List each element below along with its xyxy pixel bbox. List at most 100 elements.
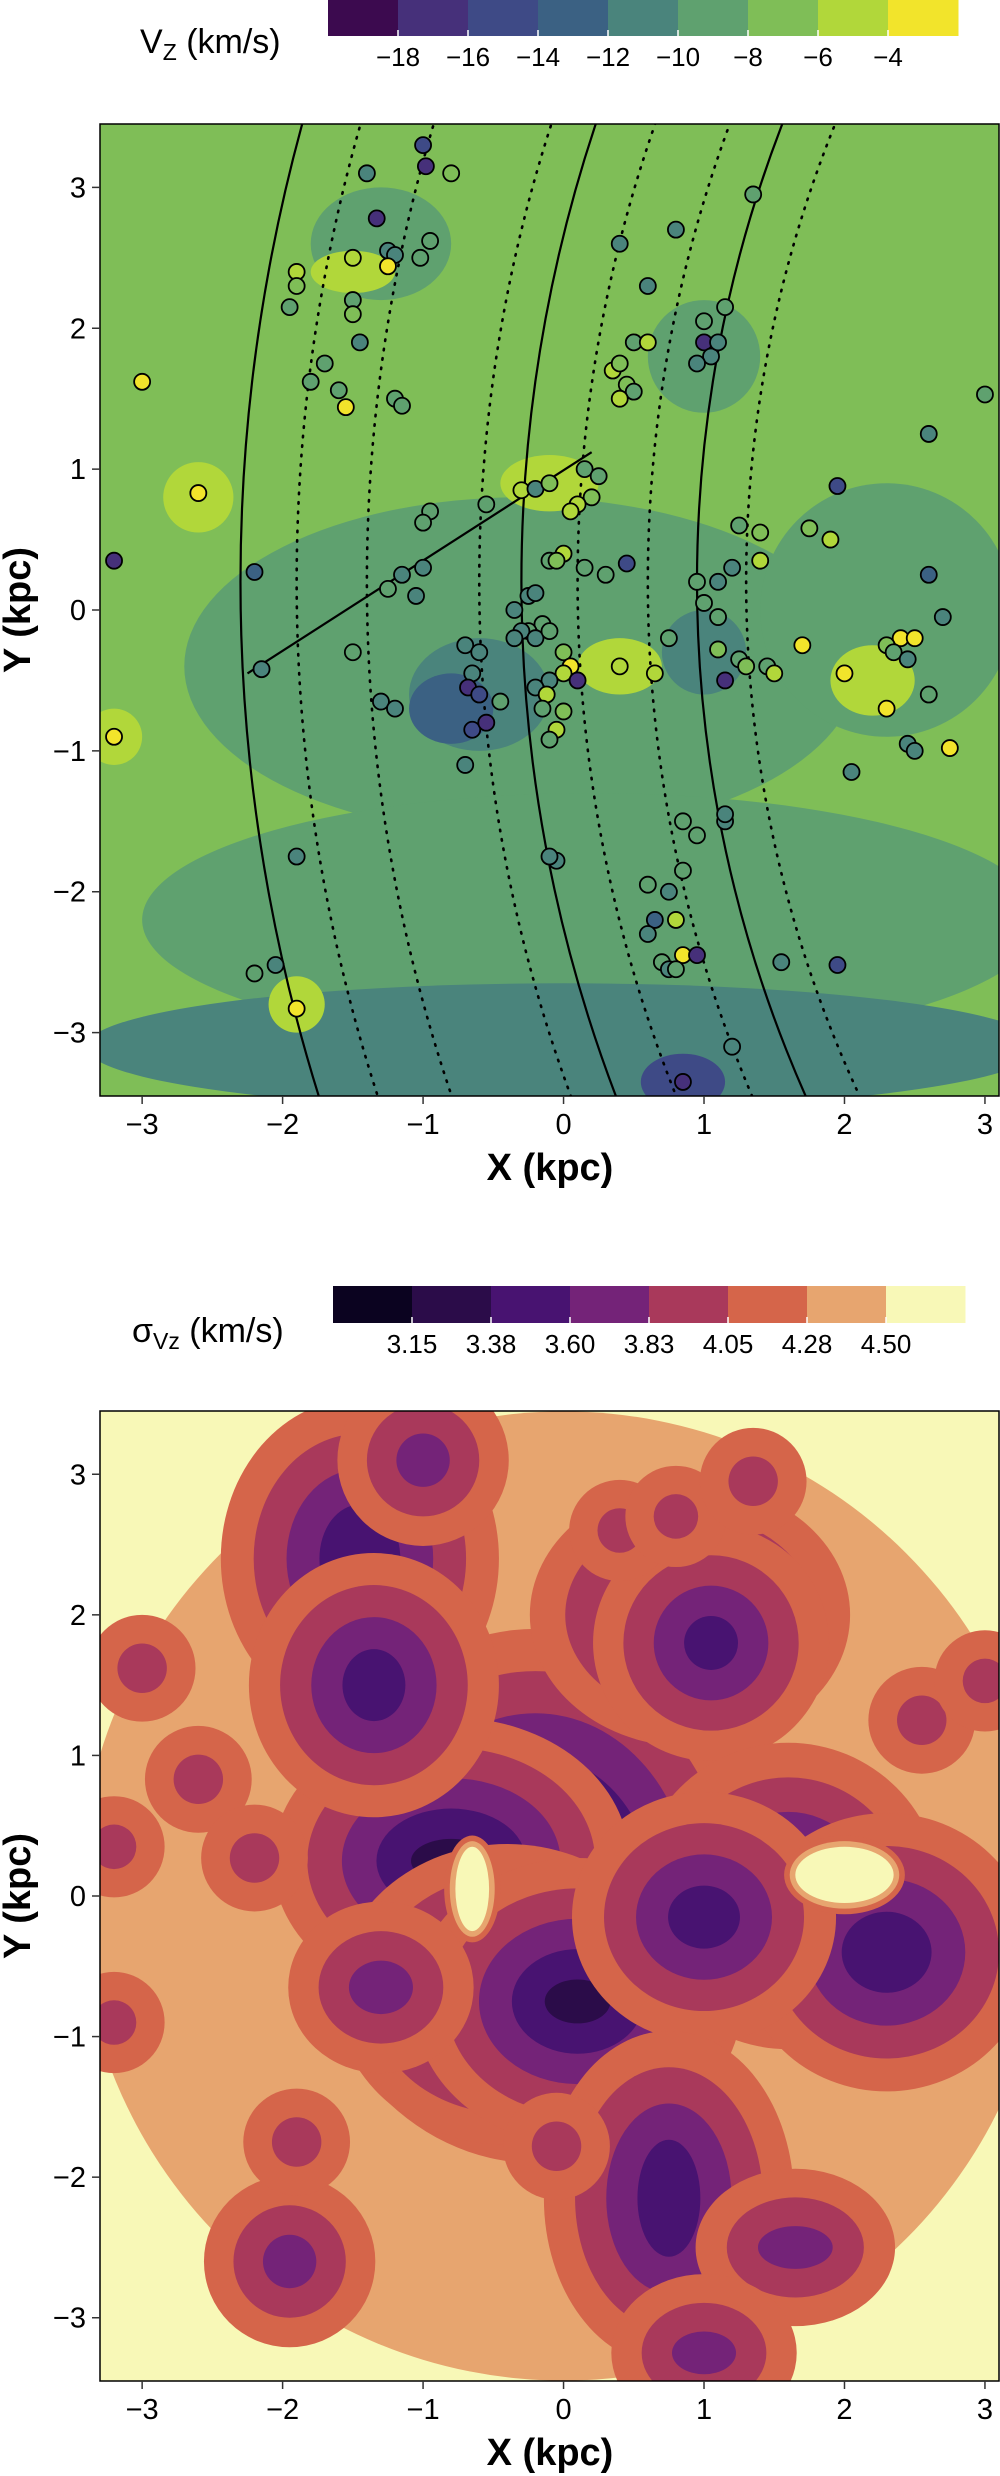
sigma-colorbar-swatch (807, 1286, 887, 1323)
star-marker (709, 333, 727, 352)
star-marker (688, 354, 706, 373)
vz-ytick-label: −3 (53, 1018, 86, 1050)
star-marker (547, 551, 566, 570)
sigma-colorbar-label: 3.15 (387, 1329, 438, 1359)
star-marker (638, 277, 657, 295)
star-marker (379, 579, 397, 598)
sigma-plot-area: −3 −2 −1 0 1 2 3 −3 −2 −1 0 1 2 3 X (kpc) Y (kpc) (0, 1410, 1000, 2474)
star-marker (343, 643, 362, 662)
star-marker (828, 477, 847, 495)
star-marker (421, 232, 440, 250)
star-marker (709, 572, 727, 591)
sigma-x-axis: −3 −2 −1 0 1 2 3 (126, 2381, 993, 2426)
star-marker (386, 699, 404, 718)
star-marker (414, 513, 432, 532)
star-marker (638, 875, 657, 894)
star-marker (105, 727, 123, 746)
star-marker (343, 305, 362, 324)
vz-ytick-label: 1 (70, 454, 86, 486)
sigma-contour-level (671, 2331, 737, 2375)
sigma-hole (795, 1846, 894, 1904)
vz-ytick-label: −1 (53, 736, 86, 768)
vz-xtick-label: 1 (696, 1109, 712, 1141)
star-marker (463, 720, 482, 739)
star-marker (568, 671, 587, 690)
sigma-contour-level (962, 1658, 999, 1704)
star-marker (667, 220, 685, 239)
star-marker (730, 516, 749, 535)
sigma-contour-level (173, 1754, 224, 1805)
star-marker (610, 234, 629, 253)
star-marker (589, 467, 608, 486)
sigma-xtick-label: −1 (407, 2394, 440, 2426)
vz-colorbar-swatch (398, 0, 469, 36)
sigma-contour-level (348, 1960, 413, 2015)
vz-colorbar-label: −12 (586, 42, 630, 72)
vz-x-axis-title: X (kpc) (487, 1147, 614, 1189)
sigma-ytick-label: 0 (70, 1881, 86, 1913)
star-marker (688, 946, 706, 965)
star-marker (751, 551, 770, 570)
sigma-colorbar-label: 4.05 (703, 1329, 754, 1359)
star-marker (407, 587, 425, 605)
star-marker (919, 685, 938, 704)
star-marker (554, 643, 573, 662)
star-marker (266, 956, 285, 974)
star-marker (526, 584, 545, 602)
sigma-contour-level (544, 1979, 611, 2024)
vz-contour-region (409, 673, 494, 744)
star-marker (379, 257, 397, 276)
sigma-colorbar-label: 3.60 (545, 1329, 596, 1359)
star-marker (301, 372, 320, 391)
star-marker (800, 519, 819, 538)
vz-xtick-label: 2 (836, 1109, 852, 1141)
sigma-xtick-label: 1 (696, 2394, 712, 2426)
vz-x-axis: −3 −2 −1 0 1 2 3 (126, 1096, 993, 1141)
star-marker (505, 629, 524, 648)
sigma-y-axis: −3 −2 −1 0 1 2 3 (53, 1459, 100, 2335)
star-marker (737, 657, 756, 676)
sigma-contour-level (229, 1833, 280, 1883)
sigma-contour-level (100, 1824, 137, 1870)
sigma-contour-level (684, 1615, 739, 1670)
star-marker (470, 685, 489, 704)
star-marker (659, 882, 678, 901)
star-marker (456, 756, 475, 774)
star-marker (505, 601, 524, 619)
star-marker (709, 640, 727, 659)
star-marker (533, 699, 552, 718)
star-marker (105, 551, 123, 570)
star-marker (638, 333, 657, 352)
star-marker (821, 530, 840, 549)
sigma-hole (455, 1846, 490, 1932)
star-markers (105, 136, 994, 1091)
vz-legend: VZ (km/s) −18 −16 −14 −12 −10 −8 −6 −4 (140, 0, 959, 72)
star-marker (554, 702, 573, 721)
sigma-x-axis-title: X (kpc) (487, 2432, 614, 2474)
sigma-colorbar-swatch (412, 1286, 492, 1323)
star-marker (245, 964, 264, 983)
sigma-xtick-label: 2 (836, 2394, 852, 2426)
vz-contour-region (142, 793, 999, 1047)
star-marker (540, 474, 559, 493)
vz-colorbar-swatch (538, 0, 609, 36)
star-marker (470, 643, 489, 662)
star-marker (610, 389, 629, 408)
sigma-colorbar-label: 4.28 (782, 1329, 833, 1359)
vz-xtick-label: −3 (126, 1109, 159, 1141)
sigma-colorbar-label: 3.83 (624, 1329, 675, 1359)
spiral-arm-dotted (745, 124, 862, 1096)
sigma-contour-level (100, 2000, 137, 2045)
star-marker (414, 558, 432, 577)
vz-ytick-label: 2 (70, 313, 86, 345)
star-marker (638, 925, 657, 943)
sigma-contour-level (668, 1885, 740, 1949)
star-marker (919, 565, 938, 584)
star-marker (477, 495, 496, 514)
sigma-contour-level (637, 2139, 701, 2257)
star-marker (667, 960, 685, 979)
vz-ytick-label: −2 (53, 877, 86, 909)
sigma-xtick-label: −2 (266, 2394, 299, 2426)
vz-ytick-label: 3 (70, 172, 86, 204)
star-marker (674, 861, 692, 880)
